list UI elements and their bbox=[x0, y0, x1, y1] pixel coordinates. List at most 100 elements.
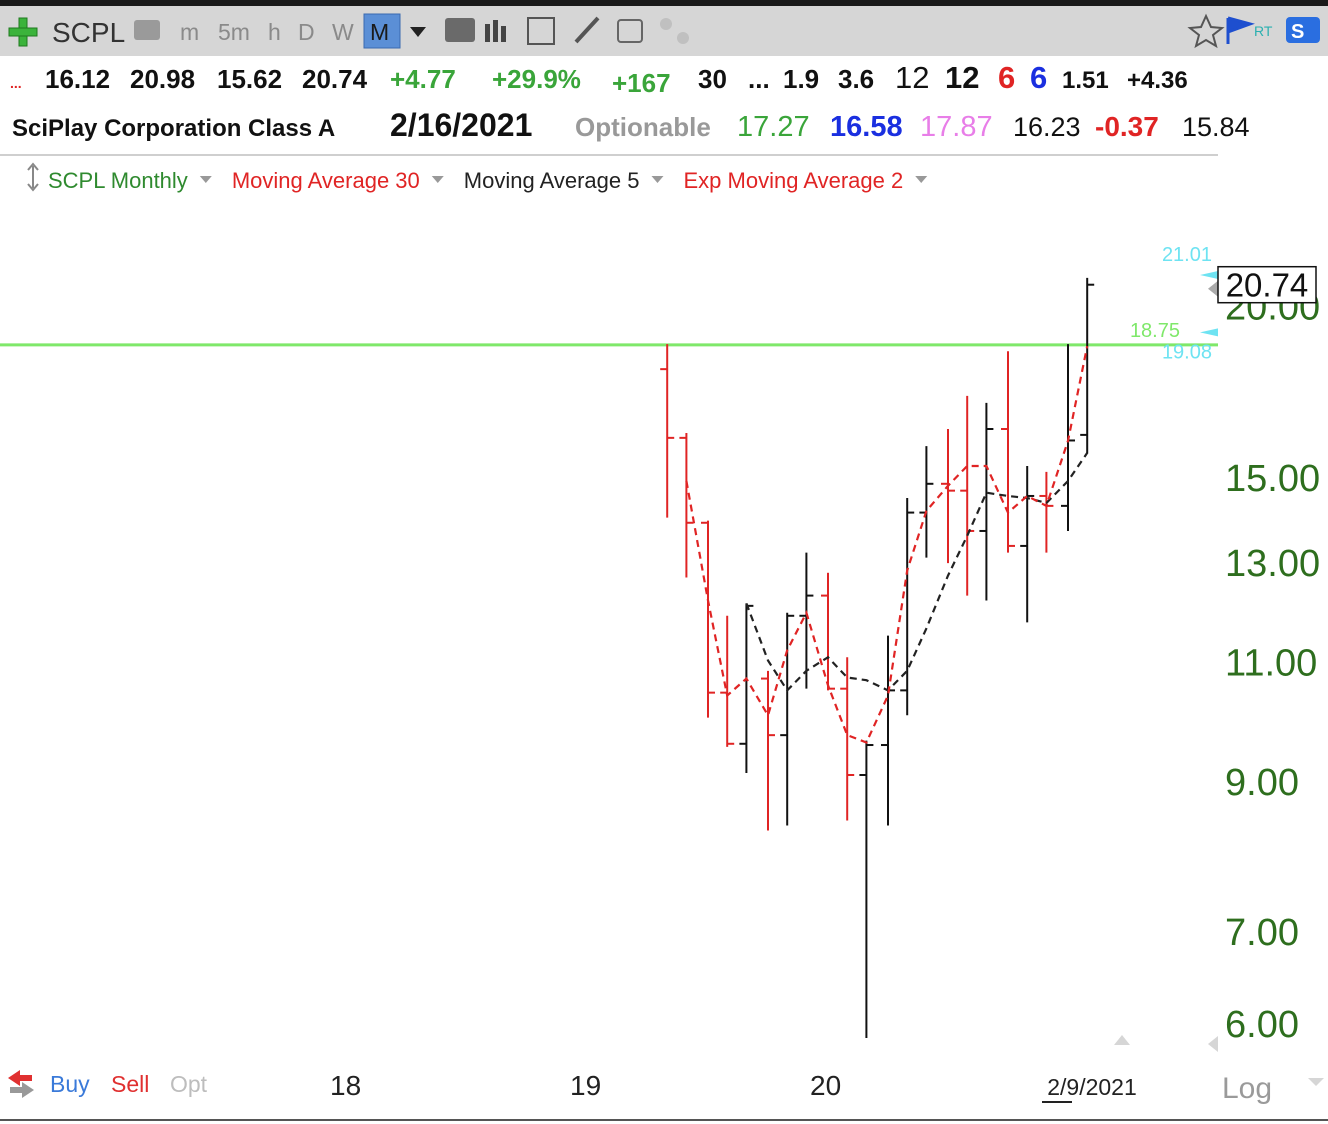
window-edge bbox=[0, 0, 1328, 6]
axis-marker-label: 19.08 bbox=[1162, 341, 1212, 363]
quote-field: 12 bbox=[895, 60, 929, 95]
add-icon[interactable] bbox=[8, 17, 38, 47]
symbol[interactable]: SCPL bbox=[52, 17, 125, 48]
quote-field: ... bbox=[10, 75, 22, 91]
legend-item[interactable]: Moving Average 5 bbox=[464, 168, 640, 193]
icon-shape bbox=[501, 26, 506, 42]
quote-field: 3.6 bbox=[838, 64, 874, 94]
icon-shape bbox=[677, 32, 689, 44]
quote-field: 2/16/2021 bbox=[390, 107, 532, 143]
legend-dropdown[interactable] bbox=[651, 176, 664, 183]
quote-field: 1.51 bbox=[1062, 67, 1109, 94]
timeframe-button[interactable]: M bbox=[370, 19, 389, 45]
price-box bbox=[1217, 265, 1317, 304]
axis-marker bbox=[1200, 328, 1218, 337]
legend-item[interactable]: Exp Moving Average 2 bbox=[683, 168, 903, 193]
icon-shape[interactable] bbox=[485, 24, 490, 42]
quote-field: 15.84 bbox=[1182, 112, 1250, 142]
quote-field: ... bbox=[748, 64, 770, 94]
quote-field: Optionable bbox=[575, 112, 711, 142]
icon-shape[interactable] bbox=[617, 19, 643, 43]
legend: SCPL Monthly Moving Average 30 Moving Aver… bbox=[27, 162, 928, 193]
x-tick-label: 19 bbox=[570, 1070, 601, 1101]
quote-field: 17.87 bbox=[920, 111, 993, 143]
timeframe-bar: m 5m h D W M bbox=[180, 13, 401, 49]
quote-field: 16.23 bbox=[1013, 112, 1081, 142]
quote-panel: ... 16.12 20.98 15.62 20.74 +4.77 +29.9% +167 30… bbox=[10, 60, 1250, 143]
flag-icon[interactable] bbox=[1226, 16, 1255, 44]
sell-button[interactable]: Sell bbox=[111, 1071, 149, 1097]
toolbar-icon[interactable] bbox=[134, 20, 160, 40]
y-tick-label: 13.00 bbox=[1225, 543, 1320, 585]
quote-field: +4.36 bbox=[1127, 67, 1188, 94]
quote-field: 6 bbox=[1030, 60, 1047, 95]
quote-field: 6 bbox=[998, 60, 1015, 95]
scroll-arrow[interactable] bbox=[1308, 1078, 1324, 1086]
indicator-line bbox=[745, 452, 1089, 693]
legend-dropdown[interactable] bbox=[915, 176, 928, 183]
legend-dropdown[interactable] bbox=[199, 176, 212, 183]
legend-item[interactable]: Moving Average 30 bbox=[232, 168, 420, 193]
y-tick-label: 15.00 bbox=[1225, 458, 1320, 500]
timeframe-button[interactable]: D bbox=[298, 19, 315, 45]
axis-marker bbox=[1200, 270, 1218, 279]
quote-field: +167 bbox=[612, 68, 671, 98]
icon-shape[interactable] bbox=[527, 17, 555, 45]
quote-field: 1.9 bbox=[783, 64, 819, 94]
timeframe-button[interactable]: h bbox=[268, 19, 281, 45]
quote-field: 20.98 bbox=[130, 64, 195, 94]
icon-shape bbox=[493, 20, 498, 42]
quote-field: +29.9% bbox=[492, 64, 581, 94]
x-tick-label: 18 bbox=[330, 1070, 361, 1101]
toolbar-icons: S bbox=[445, 13, 1320, 49]
quote-field: 20.74 bbox=[302, 64, 368, 94]
quote-field: 30 bbox=[698, 64, 727, 94]
star-icon[interactable] bbox=[1187, 13, 1225, 49]
plus-h bbox=[8, 27, 38, 37]
legend-handle[interactable] bbox=[27, 162, 39, 192]
timeframe-button[interactable]: 5m bbox=[218, 19, 250, 45]
footer: Buy Sell Opt Log bbox=[0, 1035, 1328, 1121]
icon-shape[interactable] bbox=[445, 18, 475, 42]
quote-field: 15.62 bbox=[217, 64, 282, 94]
opt-button[interactable]: Opt bbox=[170, 1071, 208, 1097]
scale-toggle[interactable]: Log bbox=[1222, 1072, 1272, 1105]
quote-field: -0.37 bbox=[1095, 111, 1159, 142]
quote-field: 16.58 bbox=[830, 111, 903, 143]
rt-label: RT bbox=[1254, 23, 1273, 39]
trade-icon[interactable] bbox=[8, 1070, 32, 1086]
s-icon-text: S bbox=[1291, 21, 1304, 43]
icon-shape[interactable] bbox=[660, 18, 672, 30]
indicator-line bbox=[685, 345, 1089, 744]
trade-icon bbox=[10, 1082, 34, 1098]
legend-dropdown[interactable] bbox=[431, 176, 444, 183]
price-box-label: 20.74 bbox=[1226, 267, 1309, 304]
y-tick-label: 9.00 bbox=[1225, 762, 1299, 804]
s-icon[interactable] bbox=[1286, 17, 1320, 43]
x-tick-label: 2/9/2021 bbox=[1047, 1074, 1137, 1100]
company-name: SciPlay Corporation Class A bbox=[12, 115, 335, 142]
timeframe-button[interactable]: m bbox=[180, 19, 199, 45]
legend-item[interactable]: SCPL Monthly bbox=[48, 168, 188, 193]
icon-shape bbox=[134, 20, 160, 40]
timeframe-button[interactable]: W bbox=[332, 19, 354, 45]
buy-button[interactable]: Buy bbox=[50, 1071, 90, 1097]
y-tick-label: 7.00 bbox=[1225, 912, 1299, 954]
quote-field: 16.12 bbox=[45, 64, 110, 94]
hline-label: 18.75 bbox=[1130, 320, 1180, 342]
scroll-arrow[interactable] bbox=[1208, 1036, 1218, 1052]
price-pointer bbox=[1208, 280, 1218, 297]
timeframe-dropdown[interactable] bbox=[410, 27, 426, 37]
quote-field: +4.77 bbox=[390, 64, 456, 94]
scroll-arrow[interactable] bbox=[1114, 1035, 1130, 1045]
axis-marker-label: 21.01 bbox=[1162, 244, 1212, 266]
quote-field: 12 bbox=[945, 60, 979, 95]
timeframe-selected bbox=[363, 13, 401, 49]
icon-shape[interactable] bbox=[574, 16, 600, 44]
quote-field: 17.27 bbox=[737, 111, 810, 143]
y-tick-label: 11.00 bbox=[1225, 643, 1317, 685]
x-tick-label: 20 bbox=[810, 1070, 841, 1101]
